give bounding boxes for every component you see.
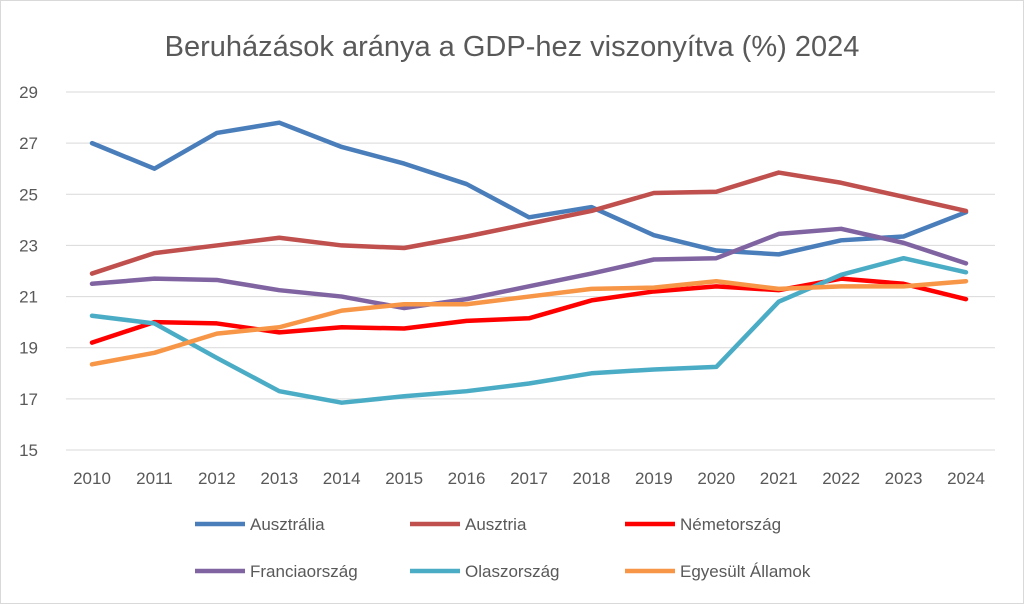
series-1 — [89, 170, 969, 276]
x-tick-label: 2013 — [260, 469, 298, 488]
legend-item: Németország — [625, 515, 781, 534]
x-tick-label: 2016 — [448, 469, 486, 488]
y-tick-label: 29 — [19, 83, 38, 102]
x-tick-label: 2011 — [136, 469, 173, 488]
x-tick-label: 2021 — [760, 469, 798, 488]
y-tick-label: 25 — [19, 185, 38, 204]
legend: Ausztrália Ausztria Németország Franciaorsz… — [195, 515, 811, 581]
legend-label: Egyesült Államok — [680, 562, 811, 581]
x-tick-label: 2024 — [947, 469, 985, 488]
legend-item: Ausztrália — [195, 515, 325, 534]
y-axis-ticks: 15 17 19 21 23 25 27 29 — [19, 83, 38, 460]
x-tick-label: 2012 — [198, 469, 236, 488]
x-tick-label: 2017 — [510, 469, 548, 488]
series-4 — [89, 255, 969, 405]
legend-item: Franciaország — [195, 562, 358, 581]
series-line — [89, 120, 969, 257]
legend-label: Olaszország — [465, 562, 559, 581]
series-0 — [89, 120, 969, 257]
y-tick-label: 23 — [19, 236, 38, 255]
y-tick-label: 17 — [19, 390, 38, 409]
legend-label: Ausztrália — [250, 515, 325, 534]
y-tick-label: 21 — [19, 288, 38, 307]
legend-label: Franciaország — [250, 562, 358, 581]
y-tick-label: 27 — [19, 134, 38, 153]
x-axis-ticks: 2010 2011 2012 2013 2014 2015 2016 2017 2018 2019… — [73, 469, 985, 488]
x-tick-label: 2020 — [697, 469, 735, 488]
series-line — [89, 170, 969, 276]
x-tick-label: 2010 — [73, 469, 111, 488]
x-tick-label: 2022 — [822, 469, 860, 488]
x-tick-label: 2018 — [573, 469, 611, 488]
series-3 — [89, 226, 969, 311]
x-tick-label: 2014 — [323, 469, 361, 488]
series-5 — [89, 278, 969, 367]
chart-title: Beruházások aránya a GDP-hez viszonyítva… — [165, 31, 860, 63]
legend-label: Németország — [680, 515, 781, 534]
legend-item: Egyesült Államok — [625, 562, 811, 581]
y-tick-label: 19 — [19, 339, 38, 358]
legend-item: Olaszország — [410, 562, 559, 581]
series-lines — [89, 120, 969, 405]
x-tick-label: 2015 — [385, 469, 423, 488]
y-tick-label: 15 — [19, 441, 38, 460]
x-tick-label: 2023 — [885, 469, 923, 488]
x-tick-label: 2019 — [635, 469, 673, 488]
legend-item: Ausztria — [410, 515, 527, 534]
legend-label: Ausztria — [465, 515, 527, 534]
